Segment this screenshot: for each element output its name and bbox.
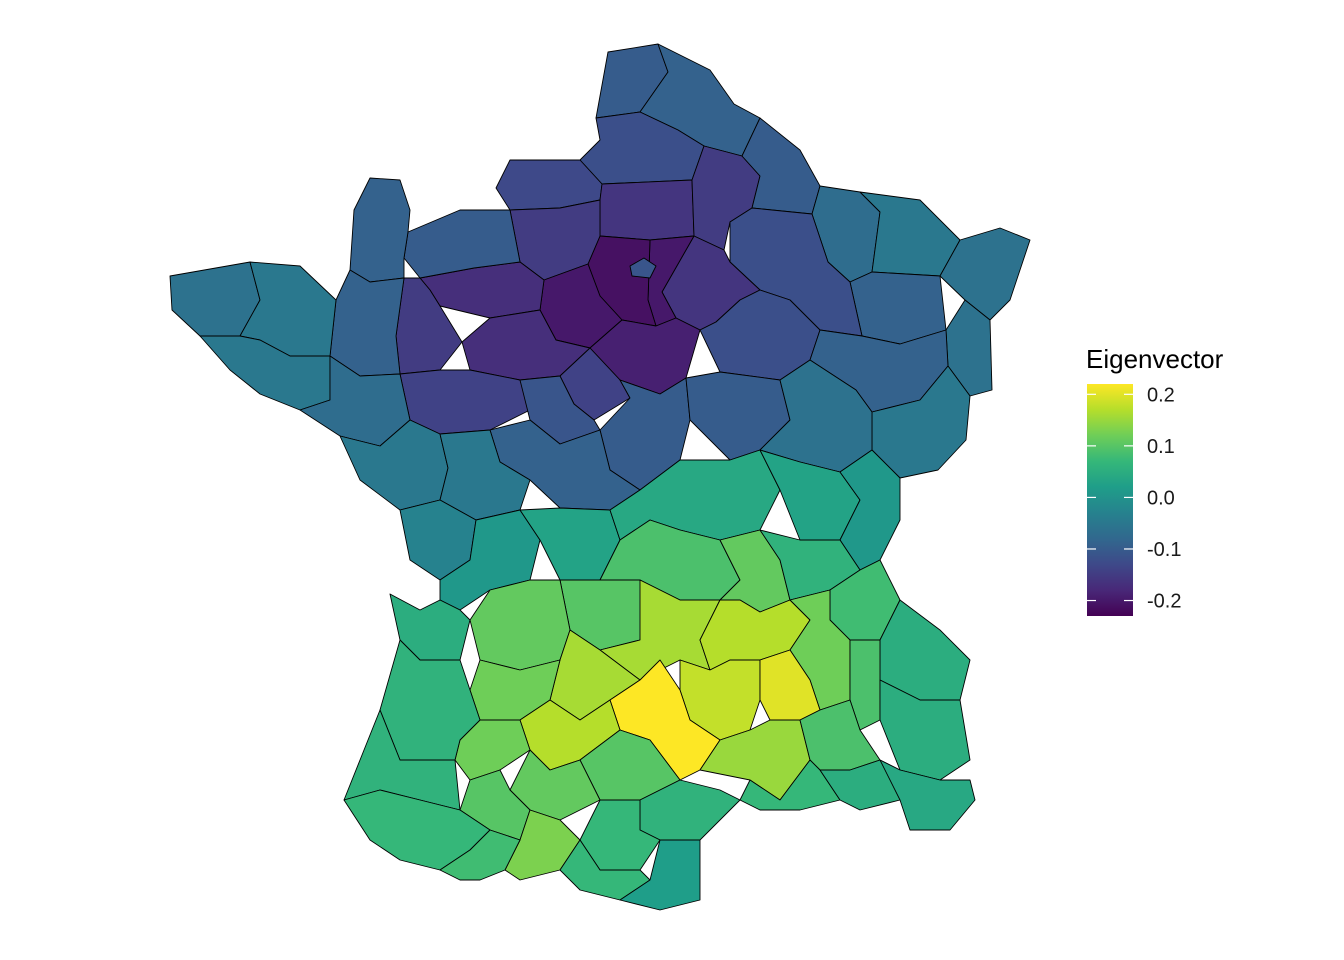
department-region	[629, 257, 657, 279]
legend-title: Eigenvector	[1086, 344, 1224, 374]
department-region	[403, 209, 521, 279]
department-region	[619, 839, 701, 911]
department-region	[439, 829, 521, 881]
legend-tick-label: 0.2	[1147, 384, 1175, 406]
legend-tick-label: -0.2	[1147, 591, 1181, 613]
department-region	[599, 179, 695, 241]
department-region	[849, 271, 947, 345]
department-region	[939, 227, 1031, 321]
department-region	[879, 599, 971, 701]
department-region	[454, 719, 531, 781]
department-region	[879, 759, 976, 831]
department-region	[559, 839, 651, 901]
department-region	[349, 177, 411, 283]
department-region	[741, 117, 821, 215]
legend-tick-label: 0.0	[1147, 487, 1175, 509]
department-regions	[169, 43, 1031, 911]
department-region	[329, 269, 405, 377]
legend-colorbar	[1087, 384, 1133, 616]
department-region	[879, 679, 971, 781]
legend: Eigenvector 0.2 0.1 0.0 -0.1 -0.2	[1086, 344, 1224, 616]
legend-tick-label: 0.1	[1147, 436, 1175, 458]
legend-ticks: 0.2 0.1 0.0 -0.1 -0.2	[1087, 384, 1181, 613]
legend-tick-label: -0.1	[1147, 539, 1181, 561]
